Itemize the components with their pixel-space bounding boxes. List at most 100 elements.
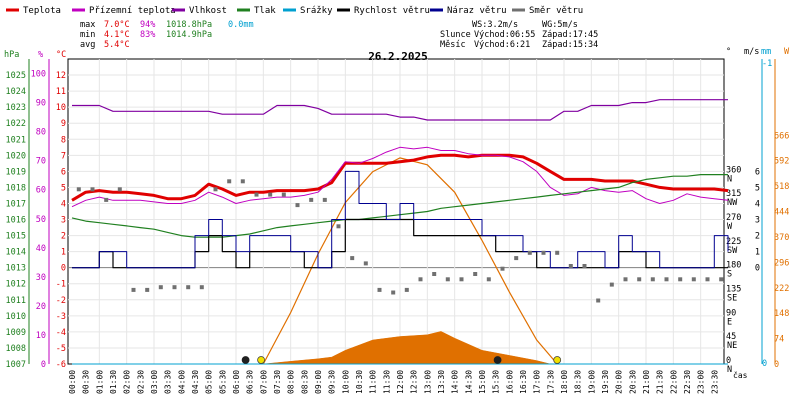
sunset-marker — [553, 356, 562, 364]
time-tick: 07:30 — [273, 370, 282, 394]
series-line-n-raz-v-tru — [72, 170, 729, 269]
pressure-tick: 1022 — [6, 119, 26, 129]
humidity-tick: 100 — [31, 70, 46, 80]
time-tick: 22:00 — [669, 370, 678, 394]
wind-direction-point — [199, 285, 204, 290]
humidity-tick: 70 — [36, 157, 46, 167]
direction-tick-label: SE — [727, 294, 737, 304]
direction-tick-label: S — [727, 270, 732, 280]
wind-direction-point — [486, 277, 491, 282]
x-axis-unit-label: čas — [733, 370, 748, 380]
direction-unit: ° — [726, 47, 731, 57]
time-tick: 06:30 — [246, 370, 255, 394]
wind-direction-point — [76, 187, 81, 192]
wind-gust-info: WG:5m/s — [542, 20, 578, 30]
time-tick: 12:30 — [410, 370, 419, 394]
stats-pressure: 1014.9hPa — [166, 30, 212, 40]
wind-direction-point — [609, 282, 614, 287]
time-tick: 01:00 — [95, 370, 104, 394]
humidity-tick: 80 — [36, 128, 46, 138]
legend-label: Směr větru — [529, 6, 583, 16]
wind-direction-point — [500, 266, 505, 271]
temperature-tick: -4 — [56, 328, 66, 338]
legend-label: Náraz větru — [447, 6, 507, 16]
moonrise-marker — [241, 356, 250, 364]
y-axes: 1007100810091010101110121013101410151016… — [4, 47, 790, 375]
chart-title: 26.2.2025 — [368, 50, 428, 63]
temperature-tick: 0 — [61, 264, 66, 274]
time-tick: 16:30 — [519, 370, 528, 394]
wind-tick: 3 — [755, 216, 760, 226]
rain-tick: -1 — [762, 59, 772, 69]
solar-measured-area — [263, 331, 551, 365]
solar-tick: 222 — [774, 284, 789, 294]
humidity-tick: 0 — [41, 360, 46, 370]
time-tick: 13:30 — [437, 370, 446, 394]
pressure-tick: 1021 — [6, 135, 26, 145]
direction-tick-label: W — [727, 222, 733, 232]
time-tick: 00:00 — [68, 370, 77, 394]
wind-tick: 0 — [755, 264, 760, 274]
time-tick: 04:30 — [191, 370, 200, 394]
direction-tick-label: N — [727, 174, 732, 184]
wind-direction-point — [691, 277, 696, 282]
time-tick: 14:00 — [451, 370, 460, 394]
legend-label: Vlhkost — [189, 6, 227, 16]
time-tick: 14:30 — [464, 370, 473, 394]
stats-panel: max 7.0°C 94% 1018.8hPa 0.0mm min 4.1°C 83% 1014… — [80, 20, 598, 50]
wind-tick: 5 — [755, 183, 760, 193]
wind-direction-point — [295, 203, 300, 208]
pressure-tick: 1013 — [6, 264, 26, 274]
temperature-tick: 9 — [61, 119, 66, 129]
legend: Teplota Přízemní teplota Vlhkost Tlak Srážky… — [6, 6, 583, 16]
direction-tick-degrees: 360 — [726, 165, 741, 175]
stats-humidity: 83% — [140, 30, 155, 40]
wind-tick: 2 — [755, 232, 760, 242]
humidity-tick: 60 — [36, 186, 46, 196]
wind-direction-point — [432, 272, 437, 276]
solar-tick: 74 — [774, 335, 784, 345]
stats-label: avg — [80, 40, 95, 50]
temperature-tick: -2 — [56, 296, 66, 306]
sunset-time: Západ:17:45 — [542, 30, 598, 40]
time-tick: 03:00 — [150, 370, 159, 394]
humidity-tick: 40 — [36, 244, 46, 254]
wind-tick: 1 — [755, 248, 760, 258]
wind-unit: m/s — [744, 47, 759, 57]
time-tick: 21:30 — [656, 370, 665, 394]
temperature-tick: 4 — [61, 199, 66, 209]
temperature-tick: 7 — [61, 151, 66, 161]
wind-direction-point — [309, 197, 314, 202]
time-tick: 10:30 — [355, 370, 364, 394]
wind-direction-point — [281, 192, 286, 197]
wind-direction-point — [678, 277, 683, 282]
x-axis: 00:00 00:30 01:00 01:30 02:00 02:30 03:00 03:30… — [68, 370, 719, 394]
wind-direction-point — [117, 187, 122, 192]
humidity-tick: 50 — [36, 215, 46, 225]
moonrise-time: Východ:6:21 — [474, 40, 530, 50]
stats-pressure: 1018.8hPa — [166, 20, 212, 30]
solar-tick: 592 — [774, 157, 789, 167]
pressure-tick: 1014 — [6, 248, 26, 258]
plot-area — [71, 99, 729, 365]
wind-direction-point — [90, 187, 95, 192]
legend-label: Teplota — [23, 6, 61, 16]
pressure-tick: 1016 — [6, 216, 26, 226]
solar-tick: 518 — [774, 182, 789, 192]
solar-tick: 0 — [774, 360, 779, 370]
stats-temperature: 4.1°C — [104, 30, 130, 40]
time-tick: 19:30 — [601, 370, 610, 394]
solar-tick: 666 — [774, 131, 789, 141]
moon-label: Měsíc — [440, 40, 466, 50]
pressure-tick: 1025 — [6, 71, 26, 81]
time-tick: 15:30 — [492, 370, 501, 394]
pressure-tick: 1018 — [6, 183, 26, 193]
series-line-vlhkost — [72, 99, 728, 121]
humidity-tick: 10 — [36, 331, 46, 341]
temperature-tick: 6 — [61, 167, 66, 177]
temperature-tick: -3 — [56, 312, 66, 322]
wind-direction-point — [568, 264, 573, 268]
stats-label: min — [80, 30, 95, 40]
time-tick: 18:00 — [560, 370, 569, 394]
